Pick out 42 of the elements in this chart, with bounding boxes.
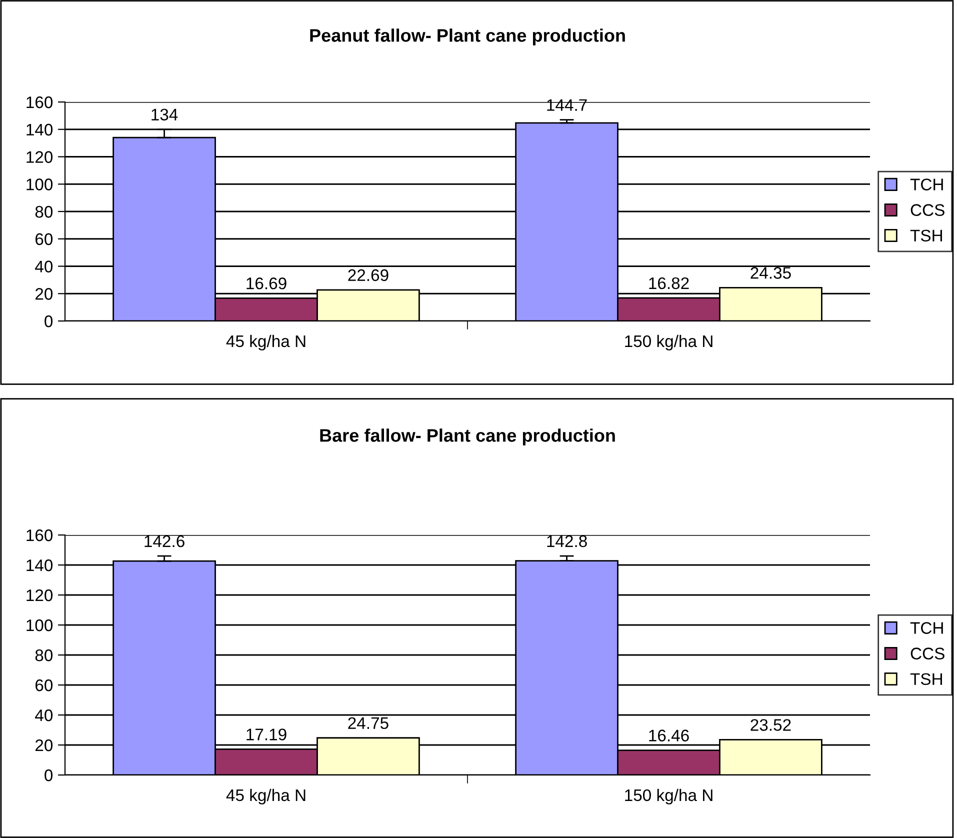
y-tick-label: 20: [35, 288, 53, 300]
y-tick-label: 160: [26, 529, 53, 542]
y-tick-label: 100: [26, 619, 53, 632]
y-tick-label: 80: [35, 649, 53, 662]
y-tick-label: 40: [35, 260, 53, 272]
data-label: 24.35: [750, 267, 791, 279]
data-label: 134: [152, 108, 178, 121]
y-tick-label: 140: [26, 124, 53, 136]
y-tick-label: 60: [36, 679, 53, 692]
data-label: 144.7: [547, 99, 587, 111]
data-label: 16.46: [649, 730, 689, 742]
x-tick-label: 150 kg/ha N: [625, 788, 712, 804]
y-tick-label: 0: [44, 315, 53, 328]
y-tick-label: 40: [35, 709, 53, 722]
data-label: 142.8: [547, 535, 587, 548]
legend-label: CCS: [910, 204, 944, 216]
y-tick-label: 20: [35, 739, 53, 752]
x-tick-label: 45 kg/ha N: [226, 788, 306, 804]
y-tick-label: 140: [26, 559, 53, 572]
legend-label: TCH: [910, 622, 943, 634]
data-label: 23.52: [750, 719, 791, 731]
y-tick-label: 60: [36, 233, 53, 246]
data-label: 24.75: [348, 717, 388, 730]
x-tick-label: 150 kg/ha N: [625, 334, 712, 350]
chart-title: Peanut fallow- Plant cane production: [310, 28, 625, 46]
chart-title: Bare fallow- Plant cane production: [320, 428, 615, 446]
legend-label: TCH: [910, 178, 943, 190]
data-label: 17.19: [246, 728, 286, 740]
y-tick-label: 100: [26, 178, 53, 190]
legend-label: CCS: [910, 648, 944, 660]
data-label: 16.82: [649, 277, 689, 290]
data-label: 16.69: [246, 278, 286, 290]
y-tick-label: 0: [44, 769, 53, 782]
data-label: 22.69: [348, 269, 388, 282]
legend-label: TSH: [910, 230, 942, 242]
y-tick-label: 120: [26, 589, 53, 602]
y-tick-label: 120: [26, 151, 53, 163]
legend-label: TSH: [910, 673, 942, 686]
y-tick-label: 80: [35, 206, 53, 218]
data-label: 142.6: [144, 535, 184, 548]
y-tick-label: 160: [26, 96, 53, 108]
x-tick-label: 45 kg/ha N: [226, 334, 306, 350]
